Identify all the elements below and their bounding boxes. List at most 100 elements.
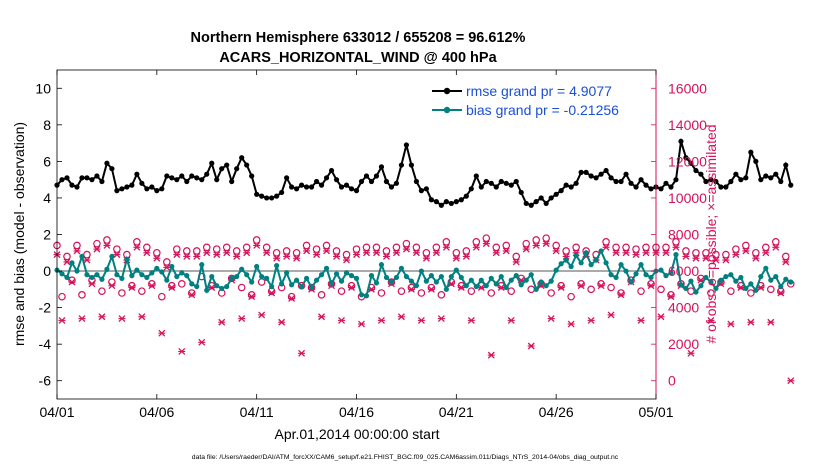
bias-point (778, 283, 784, 290)
rmse-point (553, 191, 559, 197)
obs-possible-marker (587, 285, 595, 294)
obs-possible-marker (352, 245, 361, 253)
x-tick-label: 04/01 (39, 404, 74, 420)
obs-assimilated-marker (283, 252, 291, 260)
obs-assimilated-marker (108, 282, 116, 290)
obs-assimilated-marker (333, 252, 341, 260)
obs-assimilated-marker (412, 249, 420, 257)
bias-point (473, 283, 479, 290)
rmse-point (114, 188, 120, 194)
obs-assimilated-marker (557, 284, 565, 291)
rmse-point (463, 193, 469, 199)
rmse-point (413, 178, 419, 185)
rmse-point (628, 180, 634, 186)
right-axis: 0 2000 4000 6000 8000 10000 12000 14000 16000 (651, 70, 707, 399)
obs-assimilated-marker (128, 284, 136, 291)
obs-possible-marker (342, 250, 351, 259)
x-tick-label: 04/21 (439, 404, 474, 420)
obs-assimilated-marker (642, 249, 650, 257)
bias-point (259, 273, 265, 280)
bias-point (538, 279, 544, 285)
bias-point (89, 274, 95, 281)
obs-assimilated-marker (542, 240, 550, 248)
rmse-point (159, 186, 165, 192)
rmse-point (768, 175, 774, 181)
bias-point (84, 272, 90, 278)
obs-possible-marker (702, 248, 710, 257)
rmse-point (214, 177, 220, 183)
rmse-point (648, 186, 654, 192)
bias-point (279, 281, 285, 287)
obs-assimilated-marker (168, 284, 176, 291)
bias-point (508, 277, 514, 283)
obs-possible-marker (247, 291, 256, 299)
obs-assimilated-marker (293, 254, 301, 262)
bias-point (523, 277, 529, 283)
obs-possible-marker (437, 291, 446, 299)
obs-assimilated-marker (547, 315, 555, 323)
obs-assimilated-marker (213, 251, 221, 259)
obs-assimilated-marker (158, 329, 166, 337)
bias-point (169, 263, 175, 270)
rmse-point (274, 193, 280, 199)
rmse-point (743, 175, 749, 181)
obs-assimilated-marker (742, 247, 750, 255)
bias-point (199, 262, 205, 268)
rmse-point (119, 186, 125, 192)
bias-point (518, 282, 524, 288)
bias-point (189, 281, 195, 287)
bias-point (443, 286, 449, 292)
bias-point (348, 273, 355, 279)
bias-point (229, 275, 235, 281)
obs-assimilated-marker (193, 252, 201, 260)
obs-assimilated-marker (772, 243, 780, 251)
rmse-point (139, 180, 145, 186)
bias-point (573, 252, 579, 259)
obs-possible-marker (427, 283, 436, 292)
obs-assimilated-marker (687, 349, 695, 357)
obs-possible-marker (682, 247, 690, 255)
obs-assimilated-marker (667, 293, 675, 301)
obs-possible-marker (292, 248, 301, 257)
obs-possible-marker (192, 247, 201, 255)
bias-point (149, 270, 155, 276)
bias-point (578, 260, 584, 266)
obs-possible-marker (377, 289, 386, 297)
bias-point (353, 275, 360, 281)
obs-possible-marker (767, 285, 775, 294)
y-tick-label: -4 (39, 336, 52, 352)
obs-possible-marker (402, 239, 411, 248)
obs-possible-marker (262, 243, 271, 252)
rmse-point (254, 191, 260, 197)
bias-point (388, 279, 395, 285)
obs-assimilated-marker (343, 256, 351, 264)
obs-assimilated-marker (143, 249, 151, 257)
obs-assimilated-marker (512, 258, 520, 266)
plot-area (57, 70, 656, 399)
bias-line (56, 248, 792, 297)
bias-point (643, 272, 649, 278)
rmse-point (753, 158, 759, 164)
rmse-point (658, 186, 664, 192)
rmse-point (773, 171, 779, 177)
rmse-point (573, 180, 579, 186)
obs-possible-marker (232, 247, 241, 255)
rmse-point (678, 138, 684, 144)
bias-point (668, 270, 674, 276)
obs-possible-marker (118, 289, 126, 297)
obs-assimilated-marker (477, 284, 485, 291)
obs-possible-marker (507, 287, 516, 295)
obs-possible-marker (387, 278, 396, 286)
obs-possible-marker (68, 276, 76, 284)
y-tick-label: 4 (43, 190, 51, 206)
bias-point (209, 273, 215, 280)
rmse-point (703, 178, 709, 185)
bias-point (59, 271, 65, 277)
obs-possible-marker (212, 245, 221, 253)
obs-possible-marker (187, 289, 196, 297)
rmse-point (748, 149, 754, 155)
bias-point (783, 276, 789, 282)
bias-point (343, 270, 350, 276)
obs-possible-marker (287, 292, 296, 301)
